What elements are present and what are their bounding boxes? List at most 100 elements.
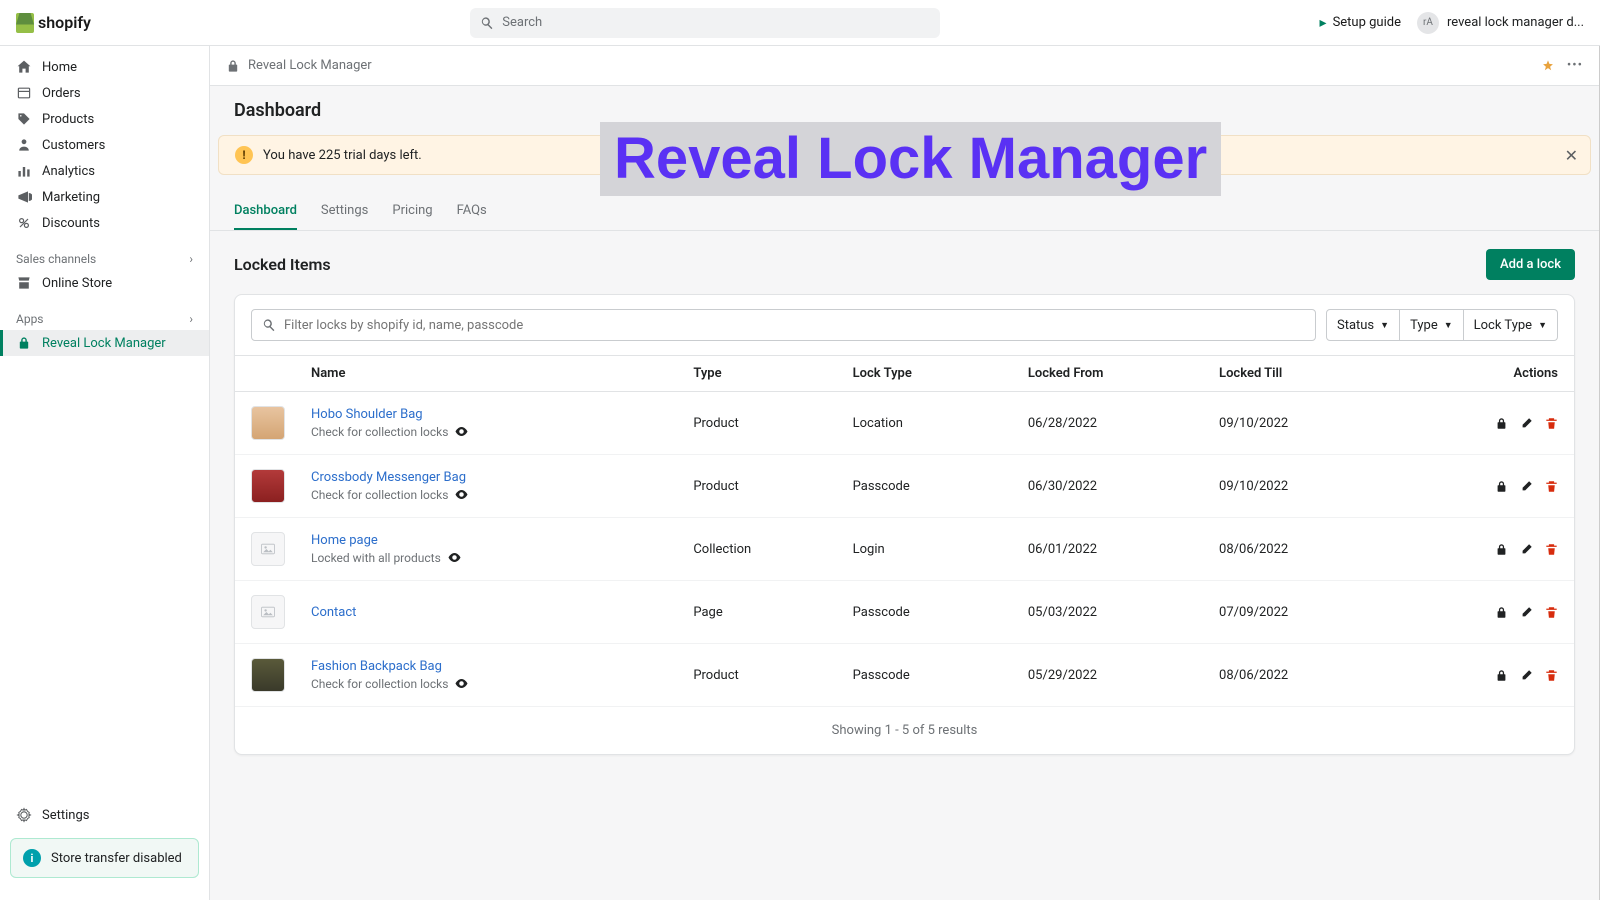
item-thumb xyxy=(251,532,285,566)
cell-locktype: Location xyxy=(853,416,1028,431)
item-thumb xyxy=(251,595,285,629)
item-thumb xyxy=(251,658,285,692)
nav-label: Discounts xyxy=(42,216,100,231)
shopify-logo[interactable]: shopify xyxy=(16,13,91,33)
edit-icon[interactable] xyxy=(1520,480,1533,493)
pin-icon[interactable] xyxy=(1541,59,1555,73)
user-name: reveal lock manager d... xyxy=(1447,15,1584,30)
section-title: Locked Items xyxy=(234,255,331,274)
tab-pricing[interactable]: Pricing xyxy=(392,193,432,230)
sidebar-item-orders[interactable]: Orders xyxy=(0,80,209,106)
close-icon[interactable]: ✕ xyxy=(1565,146,1578,165)
app-header: Reveal Lock Manager ••• xyxy=(210,46,1599,86)
caret-down-icon: ▼ xyxy=(1444,320,1453,331)
cell-locktype: Passcode xyxy=(853,605,1028,620)
table-row: Home pageLocked with all productsCollect… xyxy=(235,518,1574,581)
cell-type: Product xyxy=(693,668,852,683)
edit-icon[interactable] xyxy=(1520,606,1533,619)
item-thumb xyxy=(251,406,285,440)
col-actions: Actions xyxy=(1458,366,1558,381)
col-locktype: Lock Type xyxy=(853,366,1028,381)
edit-icon[interactable] xyxy=(1520,669,1533,682)
shopify-icon xyxy=(16,13,34,33)
table-header: Name Type Lock Type Locked From Locked T… xyxy=(235,355,1574,392)
eye-icon[interactable] xyxy=(454,487,469,502)
lock-icon[interactable] xyxy=(1495,417,1508,430)
delete-icon[interactable] xyxy=(1545,606,1558,619)
locks-card: Status▼Type▼Lock Type▼ Name Type Lock Ty… xyxy=(234,294,1575,755)
cell-type: Product xyxy=(693,416,852,431)
cell-from: 05/29/2022 xyxy=(1028,668,1219,683)
cell-type: Page xyxy=(693,605,852,620)
settings-link[interactable]: Settings xyxy=(0,802,209,828)
tabs: Dashboard Settings Pricing FAQs xyxy=(210,193,1599,231)
nav-label: Marketing xyxy=(42,190,100,205)
col-name: Name xyxy=(311,366,693,381)
cell-till: 09/10/2022 xyxy=(1219,479,1458,494)
table-row: Hobo Shoulder Bag Check for collection lo… xyxy=(235,392,1574,455)
eye-icon[interactable] xyxy=(447,550,462,565)
lock-icon xyxy=(226,59,240,73)
table-row: Crossbody Messenger BagCheck for collect… xyxy=(235,455,1574,518)
sidebar-item-customers[interactable]: Customers xyxy=(0,132,209,158)
filter-type[interactable]: Type▼ xyxy=(1400,309,1464,341)
more-icon[interactable]: ••• xyxy=(1567,58,1583,73)
flag-icon: ▸ xyxy=(1320,15,1327,31)
tab-faqs[interactable]: FAQs xyxy=(457,193,487,230)
item-name-link[interactable]: Fashion Backpack Bag xyxy=(311,659,693,674)
cell-locktype: Passcode xyxy=(853,668,1028,683)
delete-icon[interactable] xyxy=(1545,543,1558,556)
delete-icon[interactable] xyxy=(1545,417,1558,430)
sidebar-item-marketing[interactable]: Marketing xyxy=(0,184,209,210)
lock-icon[interactable] xyxy=(1495,480,1508,493)
cell-till: 09/10/2022 xyxy=(1219,416,1458,431)
sidebar-item-analytics[interactable]: Analytics xyxy=(0,158,209,184)
avatar: rA xyxy=(1417,12,1439,34)
delete-icon[interactable] xyxy=(1545,480,1558,493)
topbar: shopify Search ▸ Setup guide rA reveal l… xyxy=(0,0,1600,46)
cell-till: 08/06/2022 xyxy=(1219,668,1458,683)
tab-settings[interactable]: Settings xyxy=(321,193,368,230)
nav-icon xyxy=(16,111,32,127)
eye-icon[interactable] xyxy=(454,424,469,439)
sidebar-item-products[interactable]: Products xyxy=(0,106,209,132)
user-menu[interactable]: rA reveal lock manager d... xyxy=(1417,12,1584,34)
filter-status[interactable]: Status▼ xyxy=(1326,309,1400,341)
nav-icon xyxy=(16,215,32,231)
filter-lock-type[interactable]: Lock Type▼ xyxy=(1464,309,1558,341)
eye-icon[interactable] xyxy=(454,676,469,691)
topbar-right: ▸ Setup guide rA reveal lock manager d..… xyxy=(1320,12,1584,34)
delete-icon[interactable] xyxy=(1545,669,1558,682)
tab-dashboard[interactable]: Dashboard xyxy=(234,193,297,230)
item-name-link[interactable]: Home page xyxy=(311,533,693,548)
filter-input-wrap[interactable] xyxy=(251,309,1316,341)
nav-icon xyxy=(16,59,32,75)
item-name-link[interactable]: Crossbody Messenger Bag xyxy=(311,470,693,485)
apps-header[interactable]: Apps › xyxy=(0,304,209,330)
nav-icon xyxy=(16,85,32,101)
add-lock-button[interactable]: Add a lock xyxy=(1486,249,1575,280)
search-icon xyxy=(480,16,494,30)
item-name-link[interactable]: Hobo Shoulder Bag xyxy=(311,407,693,422)
item-name-link[interactable]: Contact xyxy=(311,605,693,620)
sidebar-item-reveal-lock-manager[interactable]: Reveal Lock Manager xyxy=(0,330,209,356)
section-head: Locked Items Add a lock xyxy=(210,231,1599,294)
lock-icon[interactable] xyxy=(1495,606,1508,619)
lock-icon[interactable] xyxy=(1495,543,1508,556)
item-sub: Check for collection locks xyxy=(311,424,693,439)
lock-icon[interactable] xyxy=(1495,669,1508,682)
cell-till: 08/06/2022 xyxy=(1219,542,1458,557)
search-box[interactable]: Search xyxy=(470,8,940,38)
edit-icon[interactable] xyxy=(1520,417,1533,430)
filter-input[interactable] xyxy=(284,318,1305,333)
edit-icon[interactable] xyxy=(1520,543,1533,556)
info-icon: i xyxy=(23,849,41,867)
setup-guide[interactable]: ▸ Setup guide xyxy=(1320,15,1401,31)
sidebar-item-discounts[interactable]: Discounts xyxy=(0,210,209,236)
app-title: Reveal Lock Manager xyxy=(226,58,372,73)
sales-channels-header[interactable]: Sales channels › xyxy=(0,244,209,270)
cell-till: 07/09/2022 xyxy=(1219,605,1458,620)
nav-label: Home xyxy=(42,60,77,75)
sidebar-item-home[interactable]: Home xyxy=(0,54,209,80)
sidebar-item-online-store[interactable]: Online Store xyxy=(0,270,209,296)
